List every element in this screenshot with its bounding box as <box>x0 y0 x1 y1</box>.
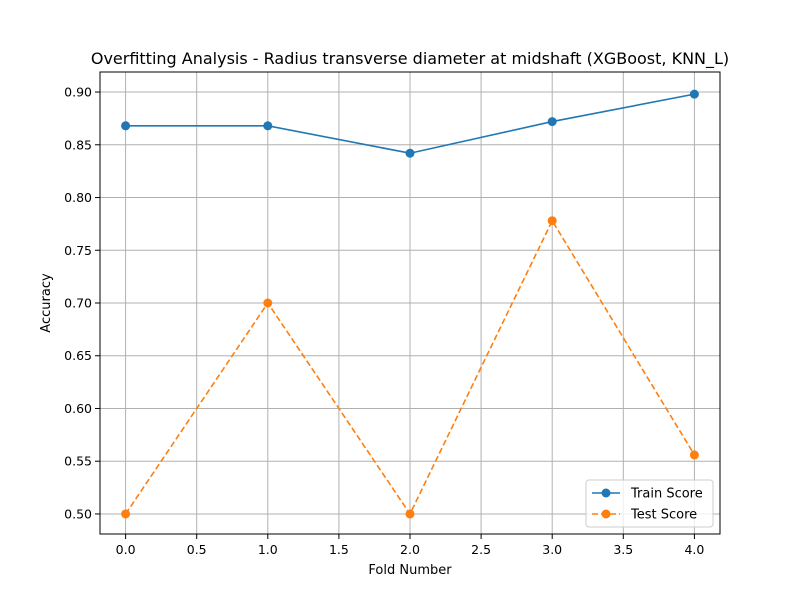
train-score-point <box>405 148 415 158</box>
y-axis: 0.50 0.55 0.60 0.65 0.70 0.75 0.80 0.85 0.90 <box>64 85 100 521</box>
legend-test-score-label: Test Score <box>630 508 697 523</box>
x-tick-label: 0.0 <box>116 542 136 557</box>
x-axis-label: Fold Number <box>368 563 452 578</box>
train-score-point <box>263 121 273 131</box>
x-tick-label: 2.5 <box>471 542 491 557</box>
y-tick-label: 0.55 <box>64 454 92 469</box>
plot-area <box>121 89 699 519</box>
test-score-point <box>547 216 557 226</box>
y-tick-label: 0.70 <box>64 296 92 311</box>
x-tick-label: 2.0 <box>400 542 420 557</box>
x-tick-label: 3.0 <box>542 542 562 557</box>
x-tick-label: 1.0 <box>258 542 278 557</box>
legend-train-score-marker <box>601 488 611 498</box>
x-tick-label: 4.0 <box>684 542 704 557</box>
legend-train-score-label: Train Score <box>630 487 703 502</box>
train-score-point <box>121 121 131 131</box>
x-axis: 0.0 0.5 1.0 1.5 2.0 2.5 3.0 3.5 4.0 <box>116 534 704 557</box>
y-tick-label: 0.85 <box>64 137 92 152</box>
test-score-point <box>121 509 131 519</box>
y-tick-label: 0.80 <box>64 190 92 205</box>
y-axis-label: Accuracy <box>39 273 54 333</box>
y-tick-label: 0.90 <box>64 85 92 100</box>
test-score-point <box>689 450 699 460</box>
legend-test-score-marker <box>601 509 611 519</box>
x-tick-label: 1.5 <box>329 542 349 557</box>
y-tick-label: 0.65 <box>64 348 92 363</box>
legend-box <box>585 479 714 528</box>
test-score-point <box>405 509 415 519</box>
y-tick-label: 0.60 <box>64 401 92 416</box>
x-tick-label: 3.5 <box>613 542 633 557</box>
y-tick-label: 0.75 <box>64 243 92 258</box>
train-score-point <box>547 117 557 127</box>
test-score-point <box>263 298 273 308</box>
x-tick-label: 0.5 <box>187 542 207 557</box>
chart-title: Overfitting Analysis - Radius transverse… <box>91 49 729 69</box>
legend: Train Score Test Score <box>585 479 714 528</box>
y-tick-label: 0.50 <box>64 506 92 521</box>
train-score-point <box>689 89 699 99</box>
